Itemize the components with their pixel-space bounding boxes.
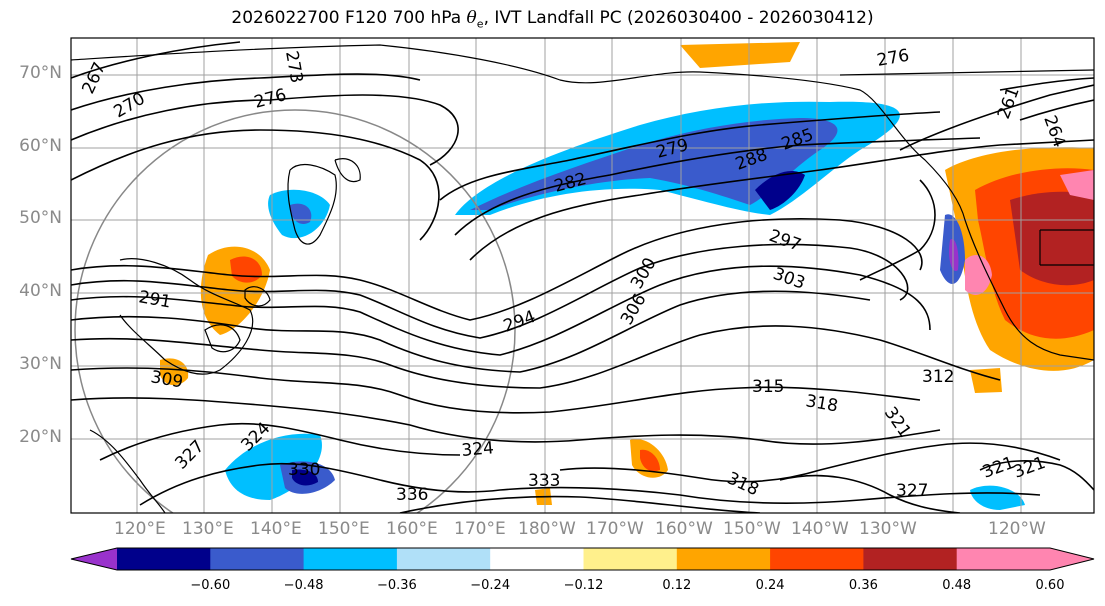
lon-label: 170°W (586, 519, 644, 539)
colorbar-tick-label: −0.48 (283, 578, 324, 593)
colorbar-tick-label: 0.60 (1035, 578, 1065, 593)
lon-label: 120°E (114, 519, 166, 539)
lat-label: 60°N (19, 136, 62, 156)
colorbar-extend-max (1050, 548, 1094, 570)
colorbar-tick-label: −0.60 (190, 578, 231, 593)
colorbar-cell (303, 548, 398, 570)
contour-label: 324 (461, 438, 495, 461)
lat-label: 30°N (19, 354, 62, 374)
map-title: 2026022700 F120 700 hPa θe, IVT Landfall… (231, 8, 874, 31)
contour-label: 312 (922, 367, 954, 387)
colorbar-cell (583, 548, 678, 570)
lon-label: 140°W (791, 519, 849, 539)
theta-e-contours (71, 41, 1094, 513)
coastlines (71, 44, 1094, 513)
colorbar-cell (210, 548, 305, 570)
colorbar-cell (770, 548, 864, 570)
colorbar-tick-label: 0.12 (662, 578, 692, 593)
colorbar-extend-min (71, 548, 117, 570)
colorbar-cell (956, 548, 1051, 570)
lon-label: 150°W (723, 519, 781, 539)
lon-label: 140°E (250, 519, 302, 539)
lon-label: 170°E (454, 519, 506, 539)
colorbar-tick-label: 0.36 (848, 578, 878, 593)
colorbar-cell (396, 548, 491, 570)
graticule (71, 38, 1094, 513)
lat-label: 70°N (19, 63, 62, 83)
colorbar-cell (863, 548, 958, 570)
colorbar-tick-label: −0.24 (470, 578, 511, 593)
lon-label: 160°W (655, 519, 713, 539)
contour-label: 330 (288, 460, 320, 480)
colorbar-cell (676, 548, 771, 570)
lon-label: 130°E (182, 519, 234, 539)
lon-label: 130°W (859, 519, 917, 539)
colorbar-tick-label: −0.36 (376, 578, 417, 593)
colorbar-tick-label: 0.24 (755, 578, 785, 593)
contour-label: 327 (896, 481, 928, 501)
contour-label: 315 (752, 377, 784, 397)
colorbar-cell (117, 548, 211, 570)
radius-circle (74, 109, 516, 513)
lon-label: 160°E (386, 519, 438, 539)
colorbar-tick-label: 0.48 (942, 578, 972, 593)
contour-labels: 267 270 273 276 276 279 282 285 288 291 … (78, 46, 1069, 505)
shading (160, 42, 1094, 510)
colorbar-tick-label: −0.12 (563, 578, 604, 593)
lat-label: 40°N (19, 281, 62, 301)
map-frame (70, 37, 1095, 514)
colorbar-cell (490, 548, 584, 570)
lon-label: 150°E (318, 519, 370, 539)
contour-label: 333 (528, 471, 560, 491)
lon-label: 120°W (988, 519, 1046, 539)
contour-label: 336 (396, 485, 428, 505)
lon-label: 180°W (518, 519, 576, 539)
lat-label: 50°N (19, 208, 62, 228)
lat-label: 20°N (19, 427, 62, 447)
colorbar-outline (70, 547, 1095, 571)
